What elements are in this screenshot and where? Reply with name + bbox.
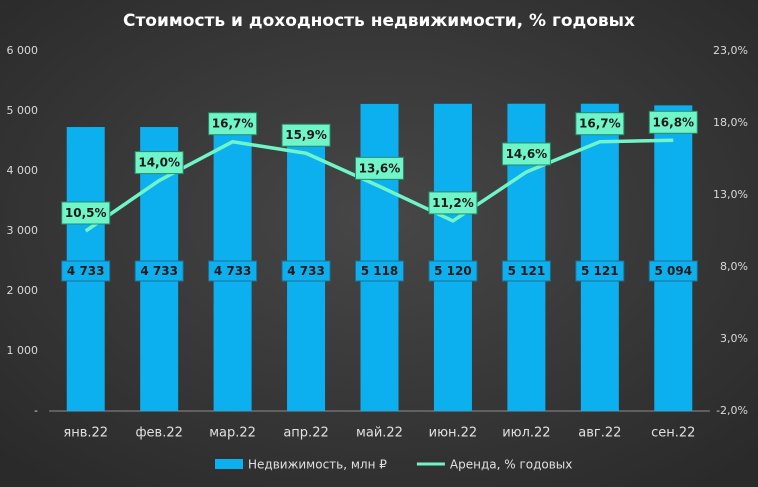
legend-label: Аренда, % годовых <box>450 458 572 472</box>
value-label-box <box>575 112 625 136</box>
x-tick-label: авг.22 <box>578 426 621 441</box>
value-label-box <box>428 260 478 282</box>
value-label-box <box>428 191 478 215</box>
value-label-box <box>355 260 404 282</box>
value-label: 4 733 <box>214 264 252 278</box>
y-tick-label: 1 000 <box>7 344 39 357</box>
bar <box>360 103 399 412</box>
y-tick-label: 4 000 <box>7 164 39 177</box>
x-tick-label: сен.22 <box>651 426 695 441</box>
value-label-box <box>648 260 698 282</box>
y2-tick-label: 18,0% <box>713 116 748 129</box>
value-label: 5 121 <box>508 264 546 278</box>
bar <box>654 105 693 412</box>
value-label: 15,9% <box>285 128 327 142</box>
legend-swatch <box>215 459 243 469</box>
y-tick-label: - <box>34 404 38 417</box>
value-label: 14,6% <box>506 147 548 161</box>
value-label-box <box>208 112 258 136</box>
value-label: 16,8% <box>652 115 694 129</box>
value-label-box <box>208 260 258 282</box>
y-tick-label: 5 000 <box>7 104 39 117</box>
value-label-box <box>355 156 404 180</box>
value-label: 5 121 <box>581 264 619 278</box>
value-label-box <box>134 260 184 282</box>
x-tick-label: июл.22 <box>502 426 550 441</box>
value-label: 4 733 <box>67 264 105 278</box>
value-label-box <box>134 151 184 175</box>
value-label: 4 733 <box>287 264 325 278</box>
value-label: 5 120 <box>434 264 472 278</box>
value-label-box <box>501 260 551 282</box>
value-label: 11,2% <box>432 196 474 210</box>
x-tick-label: июн.22 <box>429 426 478 441</box>
y2-tick-label: 8,0% <box>720 260 748 273</box>
y2-tick-label: 13,0% <box>713 188 748 201</box>
value-label: 10,5% <box>65 206 107 220</box>
y-tick-label: 2 000 <box>7 284 39 297</box>
value-label-box <box>501 142 551 166</box>
bar <box>433 103 472 412</box>
value-label: 16,7% <box>212 117 254 131</box>
x-tick-label: апр.22 <box>283 426 328 441</box>
value-label: 5 094 <box>654 264 692 278</box>
value-label: 4 733 <box>140 264 178 278</box>
value-label-box <box>61 201 111 225</box>
value-label: 16,7% <box>579 117 621 131</box>
legend-label: Недвижимость, млн ₽ <box>248 458 387 472</box>
y2-tick-label: 3,0% <box>720 332 748 345</box>
x-tick-label: май.22 <box>356 426 403 441</box>
y2-tick-label: -2,0% <box>716 404 748 417</box>
value-label-box <box>281 260 331 282</box>
value-label: 5 118 <box>361 264 399 278</box>
value-label-box <box>648 110 698 134</box>
x-tick-label: фев.22 <box>135 426 182 441</box>
y-tick-label: 6 000 <box>7 44 39 57</box>
value-label-box <box>281 123 331 147</box>
y-tick-label: 3 000 <box>7 224 39 237</box>
value-label: 13,6% <box>359 161 401 175</box>
y2-tick-label: 23,0% <box>713 44 748 57</box>
chart-title: Стоимость и доходность недвижимости, % г… <box>123 11 635 31</box>
value-label: 14,0% <box>138 156 180 170</box>
x-tick-label: мар.22 <box>209 426 256 441</box>
value-label-box <box>61 260 111 282</box>
value-label-box <box>575 260 625 282</box>
bar <box>580 103 619 412</box>
x-tick-label: янв.22 <box>63 426 108 441</box>
